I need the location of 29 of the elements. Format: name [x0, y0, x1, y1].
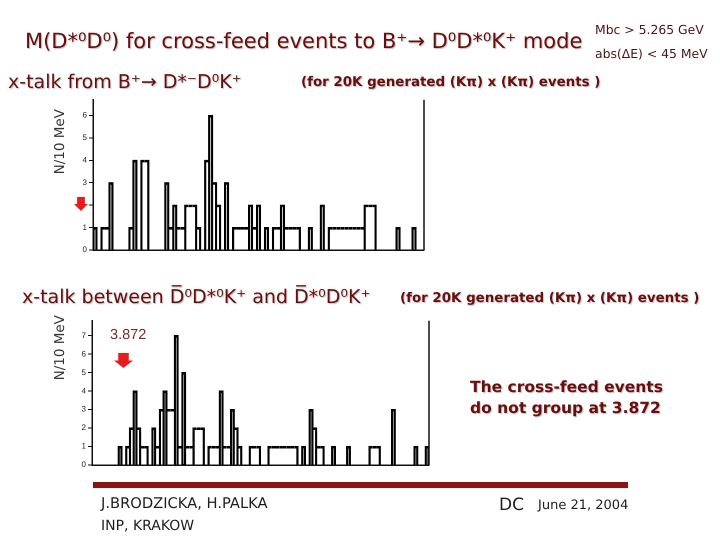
y-tick-label: 7: [82, 330, 87, 340]
y-tick-label: 0: [82, 460, 87, 470]
chart-title: x-talk between D̅⁰D*⁰K⁺ and D̅*⁰D⁰K⁺: [22, 286, 371, 309]
text: INP, KRAKOW: [101, 518, 194, 534]
y-axis-title: N/10 MeV: [51, 315, 68, 380]
text: abs(ΔE) < 45 MeV: [595, 46, 708, 62]
text: M(D*⁰D⁰) for cross-feed events to B⁺→ D⁰D*⁰K⁺ mode: [25, 29, 582, 54]
y-axis-title: N/10 MeV: [51, 109, 68, 174]
y-tick-label: 4: [82, 386, 87, 396]
y-tick-label: 5: [82, 368, 87, 377]
y-tick-label: 1: [82, 442, 87, 451]
y-tick-label: 3: [82, 178, 88, 187]
text: DC: [499, 495, 524, 516]
y-tick-label: 6: [82, 110, 88, 120]
y-tick-label: 2: [82, 423, 87, 432]
text: J.BRODZICKA, H.PALKA: [101, 495, 268, 513]
y-tick-label: 6: [82, 349, 87, 358]
y-tick-label: 5: [82, 133, 88, 142]
text: June 21, 2004: [538, 498, 628, 514]
chart-title: x-talk from B⁺→ D*⁻D⁰K⁺: [8, 71, 242, 94]
chart-subtitle: (for 20K generated (Kπ) x (Kπ) events ): [301, 75, 600, 90]
y-tick-label: 3: [82, 404, 87, 414]
text: Mbc > 5.265 GeV: [595, 22, 704, 38]
annotation: 3.872: [110, 327, 146, 344]
y-tick-label: 1: [82, 222, 88, 232]
text: The cross-feed events do not group at 3.872: [470, 377, 664, 419]
y-tick-label: 4: [82, 156, 88, 165]
text: (for 20K generated (Kπ) x (Kπ) events ): [400, 291, 700, 306]
y-tick-label: 0: [82, 245, 88, 254]
